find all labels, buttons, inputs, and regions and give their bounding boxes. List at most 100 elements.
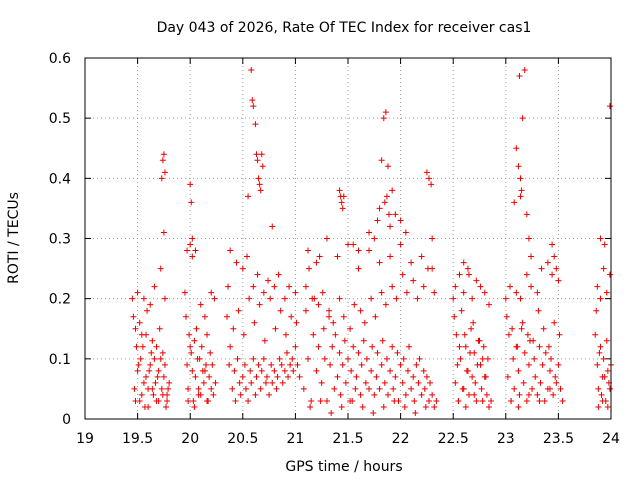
- data-point: [411, 397, 418, 404]
- data-point: [166, 379, 173, 386]
- data-point: [305, 247, 312, 254]
- data-point: [429, 265, 436, 272]
- data-point: [274, 373, 281, 380]
- data-point: [361, 319, 368, 326]
- data-point: [549, 271, 556, 278]
- data-point: [517, 193, 524, 200]
- data-point: [594, 283, 601, 290]
- data-point: [418, 391, 425, 398]
- data-point: [315, 343, 322, 350]
- data-point: [596, 349, 603, 356]
- data-point: [269, 223, 276, 230]
- data-point: [200, 379, 207, 386]
- data-point: [551, 319, 558, 326]
- data-point: [423, 373, 430, 380]
- data-point: [189, 235, 196, 242]
- data-point: [265, 277, 272, 284]
- data-point: [369, 343, 376, 350]
- data-point: [376, 259, 383, 266]
- data-point: [149, 385, 156, 392]
- data-point: [453, 331, 460, 338]
- data-point: [595, 403, 602, 410]
- data-point: [389, 187, 396, 194]
- data-point: [546, 367, 553, 374]
- data-point: [225, 283, 232, 290]
- x-tick-label: 23: [497, 431, 515, 447]
- data-point: [355, 349, 362, 356]
- data-point: [465, 391, 472, 398]
- data-point: [408, 385, 415, 392]
- data-point: [413, 361, 420, 368]
- data-point: [272, 325, 279, 332]
- data-point: [546, 385, 553, 392]
- data-point: [397, 217, 404, 224]
- data-point: [263, 373, 270, 380]
- data-point: [292, 289, 299, 296]
- data-point: [529, 385, 536, 392]
- data-point: [513, 145, 520, 152]
- data-point: [339, 361, 346, 368]
- data-point: [481, 289, 488, 296]
- data-point: [277, 307, 284, 314]
- data-point: [212, 379, 219, 386]
- data-point: [323, 397, 330, 404]
- data-point: [479, 355, 486, 362]
- data-point: [545, 343, 552, 350]
- data-point: [287, 361, 294, 368]
- data-point: [404, 367, 411, 374]
- data-point: [276, 355, 283, 362]
- data-point: [348, 367, 355, 374]
- data-point: [207, 349, 214, 356]
- data-point: [510, 355, 517, 362]
- data-point: [414, 295, 421, 302]
- data-point: [250, 103, 257, 110]
- y-tick-label: 0.2: [49, 292, 71, 308]
- data-point: [393, 295, 400, 302]
- data-point: [134, 289, 141, 296]
- data-point: [209, 361, 216, 368]
- data-point: [516, 73, 523, 80]
- data-point: [394, 349, 401, 356]
- data-point: [155, 397, 162, 404]
- y-tick-label: 0.6: [49, 51, 71, 67]
- data-point: [329, 343, 336, 350]
- data-point: [485, 301, 492, 308]
- data-point: [428, 181, 435, 188]
- data-point: [192, 247, 199, 254]
- data-point: [459, 385, 466, 392]
- data-point: [211, 295, 218, 302]
- data-points: [129, 67, 614, 416]
- x-tick-label: 22: [392, 431, 410, 447]
- data-point: [378, 289, 385, 296]
- data-point: [253, 151, 260, 158]
- data-point: [406, 343, 413, 350]
- data-point: [336, 295, 343, 302]
- data-point: [451, 313, 458, 320]
- data-point: [387, 223, 394, 230]
- data-point: [536, 397, 543, 404]
- data-point: [258, 151, 265, 158]
- chart-title: Day 043 of 2026, Rate Of TEC Index for r…: [157, 20, 532, 36]
- data-point: [227, 247, 234, 254]
- data-point: [268, 361, 275, 368]
- data-point: [539, 361, 546, 368]
- data-point: [604, 403, 611, 410]
- data-point: [360, 337, 367, 344]
- data-point: [488, 397, 495, 404]
- data-point: [559, 397, 566, 404]
- data-point: [376, 205, 383, 212]
- data-point: [234, 355, 241, 362]
- data-point: [159, 349, 166, 356]
- data-point: [188, 199, 195, 206]
- data-point: [159, 391, 166, 398]
- data-point: [465, 271, 472, 278]
- data-point: [505, 331, 512, 338]
- data-point: [457, 355, 464, 362]
- y-tick-label: 0.4: [49, 171, 71, 187]
- data-point: [416, 355, 423, 362]
- data-point: [132, 397, 139, 404]
- data-point: [339, 205, 346, 212]
- data-point: [334, 253, 341, 260]
- data-point: [255, 175, 262, 182]
- data-point: [597, 343, 604, 350]
